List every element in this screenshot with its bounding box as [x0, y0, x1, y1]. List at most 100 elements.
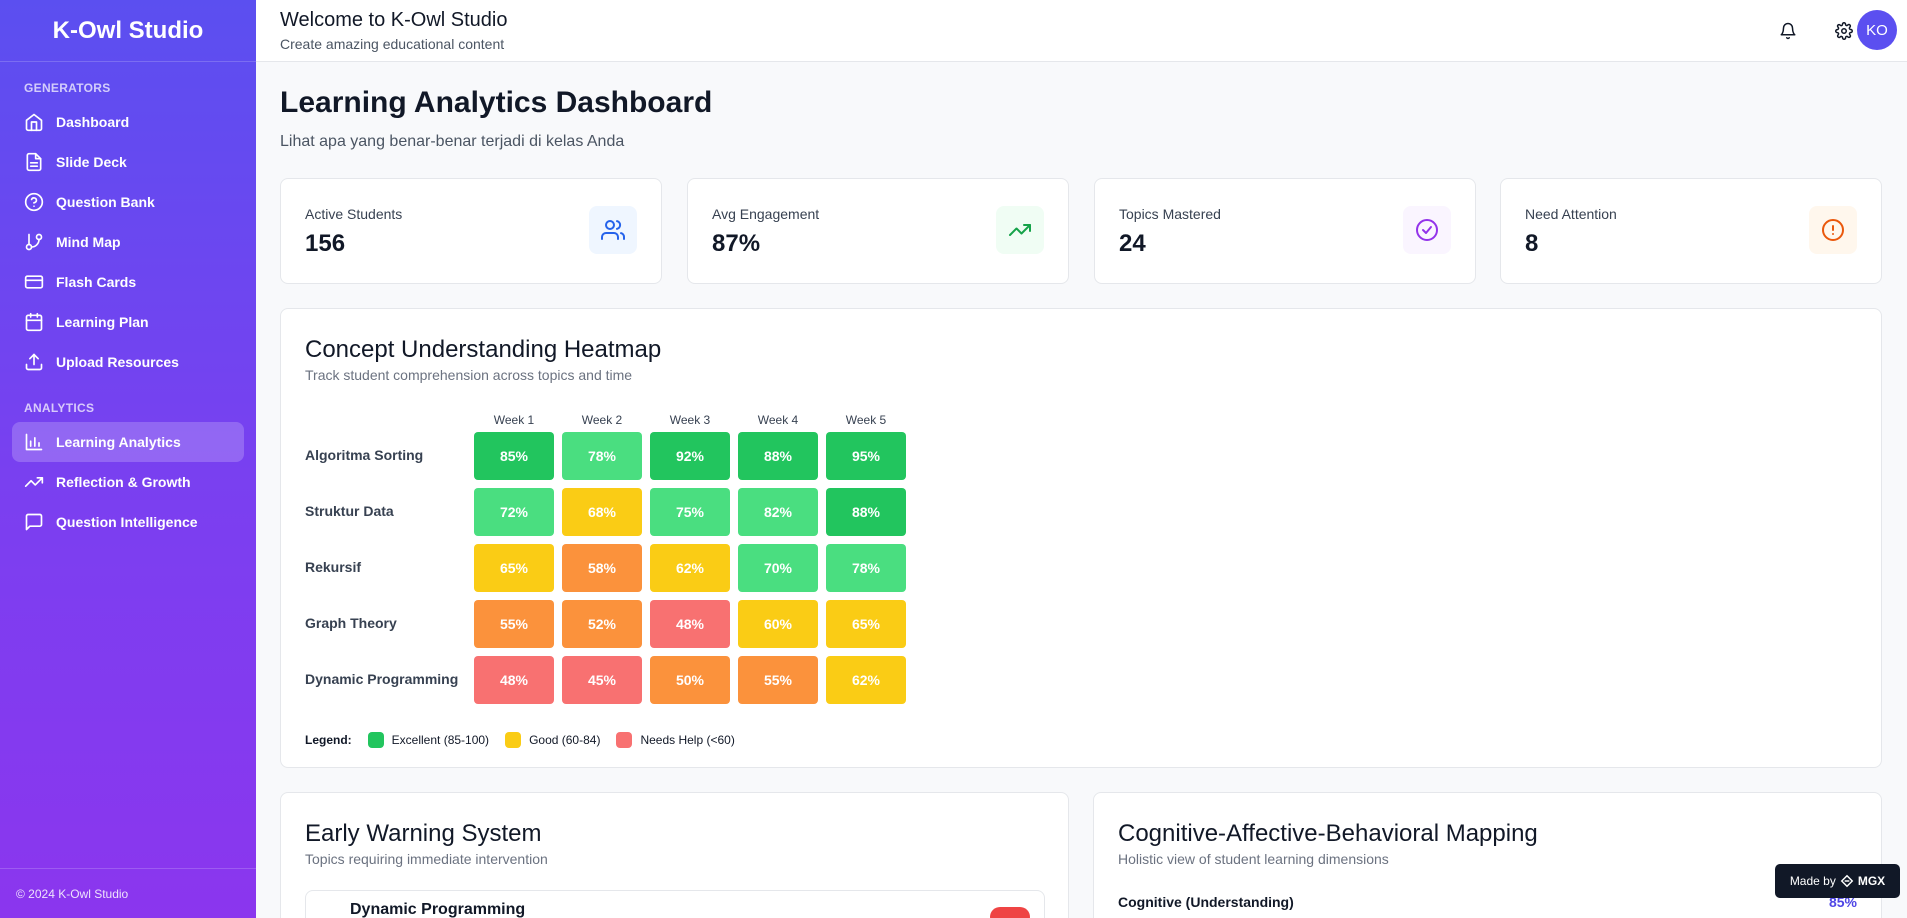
- cab-dimension-label: Cognitive (Understanding): [1118, 894, 1294, 910]
- early-warning-subtitle: Topics requiring immediate intervention: [305, 851, 548, 867]
- sidebar-item-learning-analytics[interactable]: Learning Analytics: [12, 422, 244, 462]
- legend-label: Needs Help (<60): [640, 733, 735, 747]
- sidebar-item-mind-map[interactable]: Mind Map: [12, 222, 244, 262]
- sidebar-item-label: Mind Map: [56, 234, 121, 250]
- heatmap-row-label: Algoritma Sorting: [305, 447, 424, 463]
- page-title: Learning Analytics Dashboard: [280, 86, 713, 119]
- users-icon: [589, 206, 637, 254]
- git-branch-icon: [25, 233, 43, 251]
- heatmap-cell[interactable]: 52%: [562, 600, 642, 648]
- calendar-icon: [25, 312, 43, 332]
- warning-badge: [990, 907, 1030, 918]
- heatmap-cell[interactable]: 60%: [738, 600, 818, 648]
- avatar[interactable]: KO: [1857, 10, 1897, 50]
- heatmap-cell[interactable]: 78%: [562, 432, 642, 480]
- stat-card-avg-engagement: Avg Engagement 87%: [687, 178, 1069, 284]
- brand-logo[interactable]: K-Owl Studio: [0, 0, 256, 62]
- sidebar-item-upload-resources[interactable]: Upload Resources: [12, 342, 244, 382]
- heatmap-cell[interactable]: 62%: [650, 544, 730, 592]
- heatmap-cell[interactable]: 68%: [562, 488, 642, 536]
- heatmap-cell[interactable]: 50%: [650, 656, 730, 704]
- legend-item-excellent: Excellent (85-100): [367, 732, 490, 748]
- heatmap-cell[interactable]: 95%: [826, 432, 906, 480]
- cab-mapping-panel: Cognitive-Affective-Behavioral Mapping H…: [1093, 792, 1882, 918]
- sidebar-item-learning-plan[interactable]: Learning Plan: [12, 302, 244, 342]
- legend-item-good: Good (60-84): [505, 732, 600, 748]
- sidebar-item-label: Flash Cards: [56, 274, 137, 290]
- stat-value: 156: [305, 230, 346, 257]
- sidebar-item-flash-cards[interactable]: Flash Cards: [12, 262, 244, 302]
- alert-circle-icon: [1809, 206, 1857, 254]
- sidebar-item-label: Question Intelligence: [56, 514, 198, 530]
- heatmap-cell[interactable]: 88%: [738, 432, 818, 480]
- legend-swatch: [616, 732, 633, 748]
- heatmap-cell[interactable]: 72%: [474, 488, 554, 536]
- generators-section-label: GENERATORS: [24, 81, 111, 95]
- gear-icon[interactable]: [1833, 20, 1855, 42]
- heatmap-cell[interactable]: 48%: [650, 600, 730, 648]
- legend-swatch: [367, 732, 384, 748]
- heatmap-cell[interactable]: 85%: [474, 432, 554, 480]
- heatmap-cell[interactable]: 88%: [826, 488, 906, 536]
- early-warning-panel: Early Warning System Topics requiring im…: [280, 792, 1069, 918]
- analytics-section-label: ANALYTICS: [24, 401, 95, 415]
- home-icon: [25, 113, 43, 132]
- sidebar-item-slide-deck[interactable]: Slide Deck: [12, 142, 244, 182]
- heatmap-row-label: Dynamic Programming: [305, 671, 459, 687]
- heatmap-cell[interactable]: 75%: [650, 488, 730, 536]
- top-bar: Welcome to K-Owl Studio Create amazing e…: [256, 0, 1907, 62]
- heatmap-cell[interactable]: 55%: [474, 600, 554, 648]
- sidebar-item-label: Reflection & Growth: [56, 474, 191, 490]
- sidebar-item-question-bank[interactable]: Question Bank: [12, 182, 244, 222]
- stat-card-need-attention: Need Attention 8: [1500, 178, 1882, 284]
- bell-icon[interactable]: [1777, 20, 1799, 42]
- stat-value: 8: [1525, 230, 1539, 257]
- heatmap-row-label: Rekursif: [305, 559, 362, 575]
- stat-card-topics-mastered: Topics Mastered 24: [1094, 178, 1476, 284]
- heatmap-cell[interactable]: 65%: [826, 600, 906, 648]
- heatmap-cell[interactable]: 55%: [738, 656, 818, 704]
- sidebar-item-label: Dashboard: [56, 114, 130, 130]
- header-subtitle: Create amazing educational content: [280, 36, 505, 52]
- heatmap-cell[interactable]: 45%: [562, 656, 642, 704]
- mgx-icon: [1840, 874, 1854, 888]
- heatmap-cell[interactable]: 58%: [562, 544, 642, 592]
- check-circle-icon: [1403, 206, 1451, 254]
- heatmap-title: Concept Understanding Heatmap: [305, 336, 662, 363]
- heatmap-cell[interactable]: 65%: [474, 544, 554, 592]
- bar-chart-icon: [25, 433, 43, 451]
- page-subtitle: Lihat apa yang benar-benar terjadi di ke…: [280, 133, 625, 150]
- heatmap-cell[interactable]: 92%: [650, 432, 730, 480]
- cab-mapping-title: Cognitive-Affective-Behavioral Mapping: [1118, 820, 1538, 847]
- legend-item-needs-help: Needs Help (<60): [616, 732, 735, 748]
- week-header: Week 2: [581, 413, 623, 427]
- heatmap-panel: Concept Understanding Heatmap Track stud…: [280, 308, 1882, 768]
- sidebar-footer: © 2024 K-Owl Studio: [0, 868, 256, 918]
- help-circle-icon: [24, 192, 44, 212]
- sidebar-item-dashboard[interactable]: Dashboard: [12, 102, 244, 142]
- stat-card-active-students: Active Students 156: [280, 178, 662, 284]
- mgx-logo: MGX: [1840, 874, 1885, 888]
- sidebar-item-label: Slide Deck: [56, 154, 127, 170]
- upload-icon: [25, 353, 43, 371]
- heatmap-legend: Legend: Excellent (85-100) Good (60-84) …: [305, 732, 751, 748]
- heatmap-cell[interactable]: 70%: [738, 544, 818, 592]
- heatmap-cell[interactable]: 62%: [826, 656, 906, 704]
- header-title: Welcome to K-Owl Studio: [280, 9, 508, 31]
- made-by-badge[interactable]: Made by MGX: [1775, 864, 1900, 898]
- mgx-label: MGX: [1857, 874, 1886, 888]
- sidebar-item-question-intelligence[interactable]: Question Intelligence: [12, 502, 244, 542]
- sidebar-item-reflection-growth[interactable]: Reflection & Growth: [12, 462, 244, 502]
- sidebar-item-label: Learning Analytics: [56, 434, 181, 450]
- credit-card-icon: [24, 275, 44, 289]
- sidebar: K-Owl Studio GENERATORS Dashboard Slide …: [0, 0, 256, 918]
- stat-label: Topics Mastered: [1119, 206, 1221, 222]
- legend-label: Excellent (85-100): [391, 733, 490, 747]
- heatmap-cell[interactable]: 48%: [474, 656, 554, 704]
- heatmap-cell[interactable]: 82%: [738, 488, 818, 536]
- stat-label: Avg Engagement: [712, 206, 820, 222]
- warning-item[interactable]: Dynamic Programming: [305, 890, 1045, 918]
- heatmap-cell[interactable]: 78%: [826, 544, 906, 592]
- week-header: Week 4: [757, 413, 799, 427]
- cab-mapping-subtitle: Holistic view of student learning dimens…: [1118, 851, 1389, 867]
